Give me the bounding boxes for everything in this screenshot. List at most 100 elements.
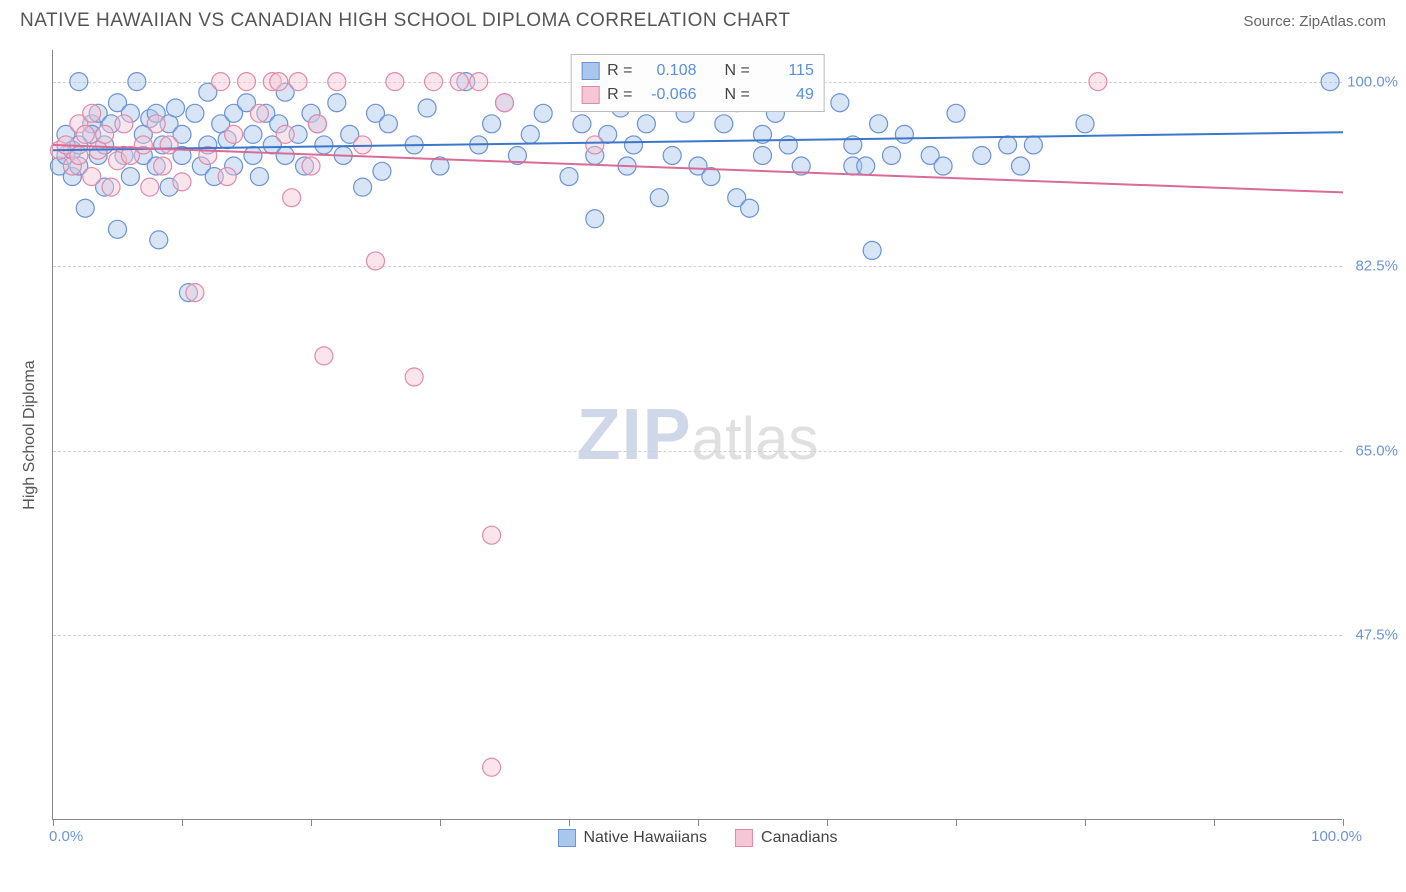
scatter-point-canadians	[270, 73, 288, 91]
scatter-point-canadians	[141, 178, 159, 196]
scatter-point-hawaiians	[483, 115, 501, 133]
trend-line-canadians	[53, 145, 1343, 192]
scatter-point-canadians	[83, 168, 101, 186]
scatter-point-hawaiians	[573, 115, 591, 133]
scatter-point-canadians	[238, 73, 256, 91]
legend-item-hawaiians: Native Hawaiians	[557, 829, 707, 847]
n-value-canadians: 49	[758, 83, 814, 107]
scatter-point-canadians	[147, 115, 165, 133]
x-tick-mark	[1085, 819, 1086, 826]
scatter-point-canadians	[83, 104, 101, 122]
scatter-point-hawaiians	[637, 115, 655, 133]
r-value-canadians: -0.066	[641, 83, 697, 107]
scatter-point-canadians	[154, 157, 172, 175]
scatter-point-hawaiians	[121, 168, 139, 186]
y-tick-label: 82.5%	[1355, 258, 1398, 275]
scatter-point-canadians	[76, 125, 94, 143]
x-tick-mark	[182, 819, 183, 826]
scatter-point-canadians	[276, 125, 294, 143]
scatter-point-hawaiians	[754, 146, 772, 164]
scatter-point-hawaiians	[354, 178, 372, 196]
scatter-point-hawaiians	[560, 168, 578, 186]
y-axis-label: High School Diploma	[21, 360, 39, 509]
scatter-point-canadians	[115, 115, 133, 133]
scatter-point-hawaiians	[1012, 157, 1030, 175]
legend-label-hawaiians: Native Hawaiians	[583, 829, 707, 847]
r-label: R =	[607, 83, 632, 107]
legend-bottom: Native Hawaiians Canadians	[557, 829, 837, 847]
scatter-point-canadians	[102, 178, 120, 196]
legend-label-canadians: Canadians	[761, 829, 838, 847]
stats-box: R =0.108N =115R =-0.066N =49	[570, 54, 825, 112]
x-tick-mark	[827, 819, 828, 826]
legend-item-canadians: Canadians	[735, 829, 838, 847]
scatter-point-canadians	[302, 157, 320, 175]
legend-swatch-canadians	[735, 829, 753, 847]
scatter-point-hawaiians	[276, 146, 294, 164]
x-tick-100: 100.0%	[1311, 828, 1362, 845]
scatter-point-hawaiians	[167, 99, 185, 117]
scatter-point-hawaiians	[315, 136, 333, 154]
scatter-point-hawaiians	[625, 136, 643, 154]
scatter-point-canadians	[250, 104, 268, 122]
source-label: Source: ZipAtlas.com	[1243, 13, 1386, 30]
x-tick-mark	[1214, 819, 1215, 826]
stats-row-hawaiians: R =0.108N =115	[581, 59, 814, 83]
scatter-point-hawaiians	[779, 136, 797, 154]
scatter-point-hawaiians	[650, 189, 668, 207]
x-tick-mark	[698, 819, 699, 826]
x-tick-mark	[311, 819, 312, 826]
scatter-point-hawaiians	[586, 210, 604, 228]
y-tick-label: 65.0%	[1355, 442, 1398, 459]
scatter-point-hawaiians	[328, 94, 346, 112]
y-tick-label: 47.5%	[1355, 627, 1398, 644]
scatter-point-hawaiians	[76, 199, 94, 217]
scatter-point-hawaiians	[895, 125, 913, 143]
scatter-point-hawaiians	[109, 220, 127, 238]
x-tick-mark	[440, 819, 441, 826]
scatter-point-canadians	[186, 284, 204, 302]
scatter-point-canadians	[308, 115, 326, 133]
y-tick-label: 100.0%	[1347, 73, 1398, 90]
scatter-point-hawaiians	[857, 157, 875, 175]
r-value-hawaiians: 0.108	[641, 59, 697, 83]
scatter-point-hawaiians	[741, 199, 759, 217]
plot-area: ZIPatlas R =0.108N =115R =-0.066N =49 47…	[52, 50, 1342, 820]
scatter-point-canadians	[405, 368, 423, 386]
n-label: N =	[725, 83, 750, 107]
scatter-point-hawaiians	[934, 157, 952, 175]
scatter-point-hawaiians	[870, 115, 888, 133]
scatter-point-hawaiians	[70, 73, 88, 91]
legend-swatch-hawaiians	[557, 829, 575, 847]
scatter-point-canadians	[470, 73, 488, 91]
scatter-point-hawaiians	[373, 162, 391, 180]
scatter-point-hawaiians	[186, 104, 204, 122]
scatter-point-hawaiians	[244, 125, 262, 143]
scatter-point-canadians	[586, 136, 604, 154]
x-tick-mark	[956, 819, 957, 826]
stats-swatch-hawaiians	[581, 62, 599, 80]
r-label: R =	[607, 59, 632, 83]
scatter-point-hawaiians	[379, 115, 397, 133]
scatter-point-canadians	[134, 136, 152, 154]
scatter-point-canadians	[367, 252, 385, 270]
scatter-point-canadians	[315, 347, 333, 365]
scatter-point-canadians	[212, 73, 230, 91]
scatter-point-hawaiians	[128, 73, 146, 91]
scatter-point-hawaiians	[418, 99, 436, 117]
x-tick-mark	[1343, 819, 1344, 826]
scatter-point-hawaiians	[244, 146, 262, 164]
scatter-point-hawaiians	[521, 125, 539, 143]
scatter-point-canadians	[283, 189, 301, 207]
scatter-point-hawaiians	[863, 241, 881, 259]
scatter-point-hawaiians	[663, 146, 681, 164]
scatter-point-canadians	[289, 73, 307, 91]
scatter-point-canadians	[173, 173, 191, 191]
scatter-point-canadians	[425, 73, 443, 91]
scatter-point-hawaiians	[973, 146, 991, 164]
x-tick-mark	[53, 819, 54, 826]
scatter-point-hawaiians	[999, 136, 1017, 154]
x-tick-mark	[569, 819, 570, 826]
stats-row-canadians: R = -0.066 N = 49	[581, 83, 814, 107]
scatter-point-hawaiians	[831, 94, 849, 112]
